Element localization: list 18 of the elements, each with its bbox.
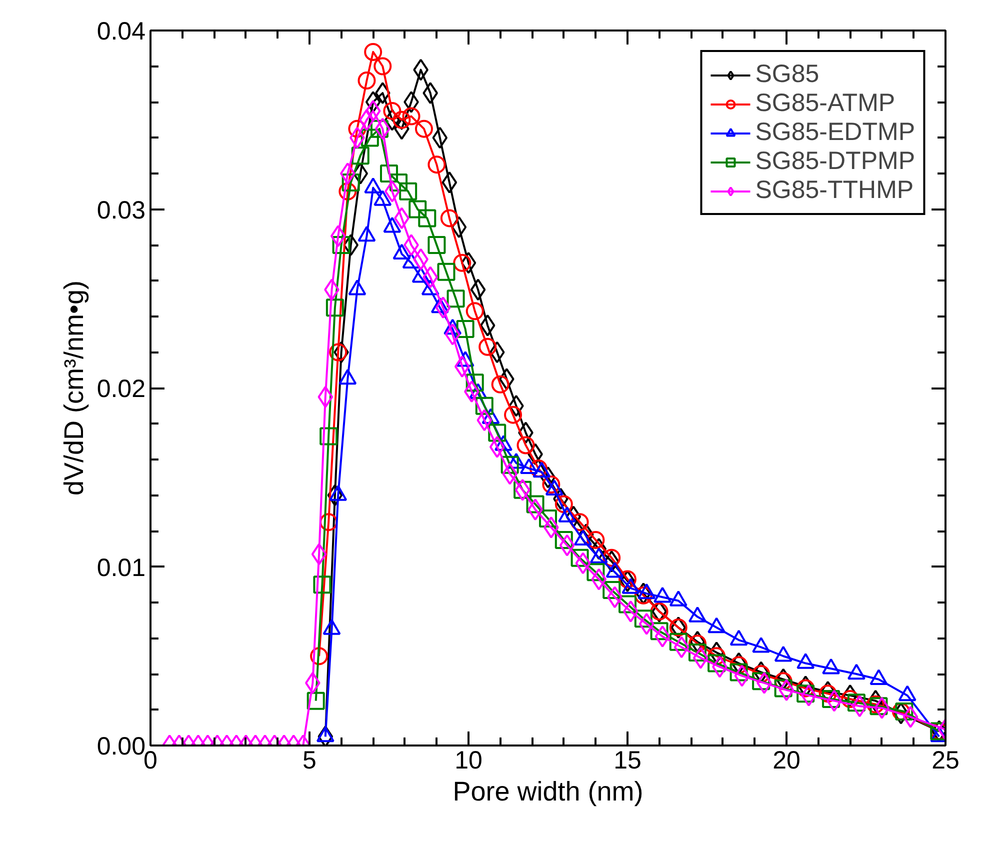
legend-label: SG85-TTHMP bbox=[755, 176, 914, 205]
x-tick-label: 20 bbox=[772, 746, 800, 774]
y-tick-label: 0.04 bbox=[96, 18, 146, 46]
legend-label: SG85-EDTMP bbox=[755, 118, 915, 147]
x-tick-label: 10 bbox=[454, 746, 482, 774]
x-tick-label: 5 bbox=[302, 746, 316, 774]
y-tick-label: 0.02 bbox=[96, 375, 146, 403]
y-axis-title: dV/dD (cm³/nm•g) bbox=[58, 280, 89, 496]
legend-label: SG85-ATMP bbox=[755, 89, 896, 118]
y-tick-label: 0.00 bbox=[96, 732, 146, 760]
x-axis-title: Pore width (nm) bbox=[452, 776, 644, 806]
y-tick-label: 0.03 bbox=[96, 196, 146, 224]
legend-label: SG85 bbox=[755, 60, 820, 89]
y-tick-label: 0.01 bbox=[96, 554, 146, 582]
x-tick-label: 25 bbox=[932, 746, 960, 774]
x-tick-label: 0 bbox=[144, 746, 158, 774]
x-tick-label: 15 bbox=[614, 746, 642, 774]
legend-label: SG85-DTPMP bbox=[755, 147, 915, 176]
